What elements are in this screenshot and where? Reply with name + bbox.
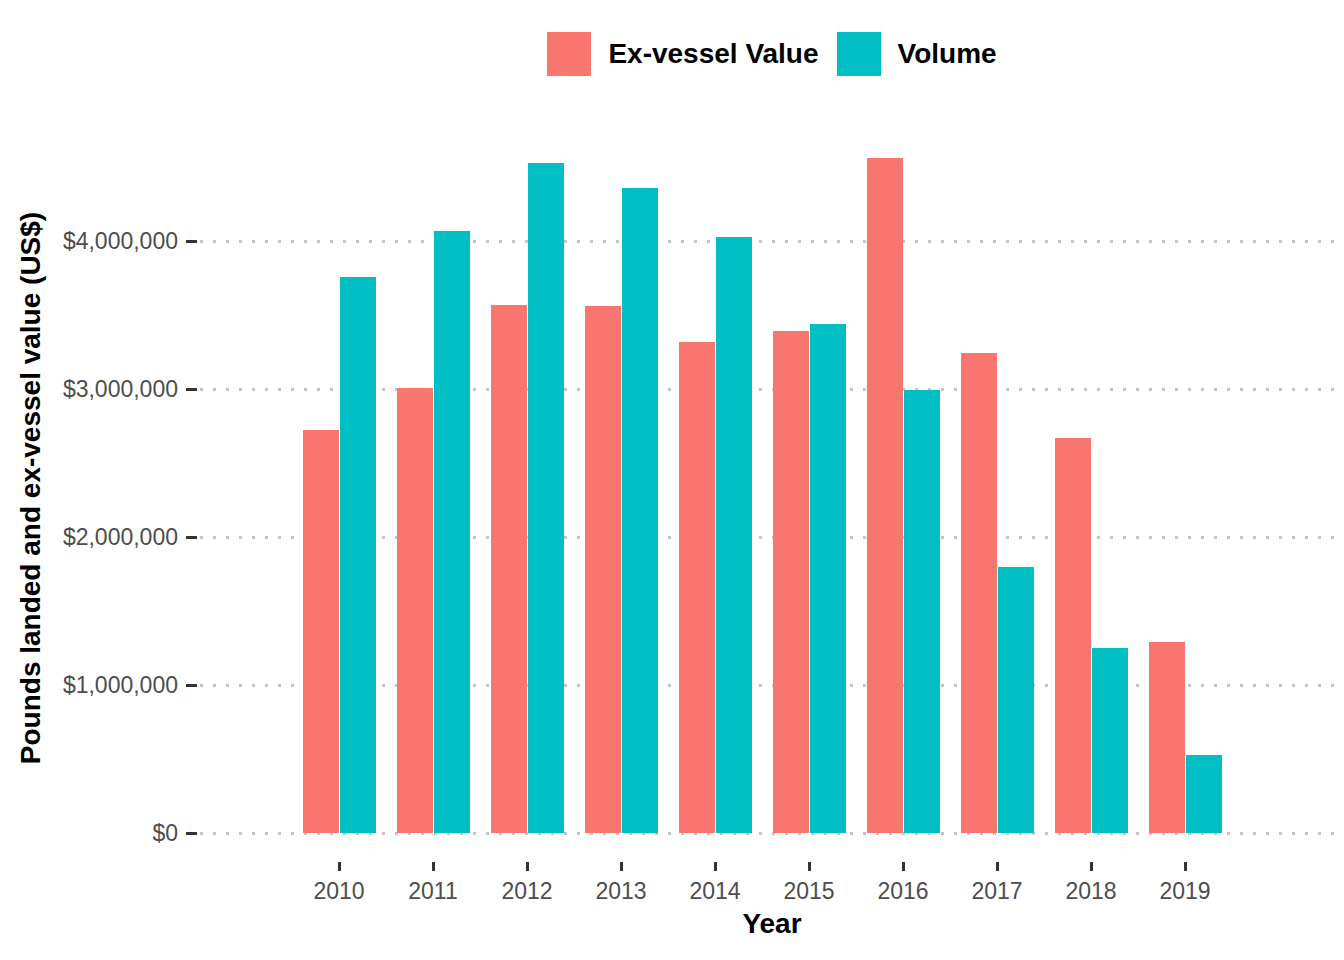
x-axis-tick [1090, 862, 1093, 871]
y-axis-tick [186, 832, 197, 835]
x-axis-tick [338, 862, 341, 871]
bar-volume-2012 [528, 163, 564, 833]
x-axis-tick [902, 862, 905, 871]
y-axis-tick [186, 388, 197, 391]
grouped-bar-chart: Ex-vessel Value Volume Pounds landed and… [0, 0, 1344, 960]
x-axis-tick-label: 2019 [1140, 878, 1230, 904]
bar-ex-vessel-value-2014 [679, 342, 715, 833]
gridline-$4,000,000 [200, 240, 1344, 243]
y-axis-tick [186, 684, 197, 687]
bar-volume-2016 [904, 390, 940, 833]
bar-volume-2017 [998, 567, 1034, 833]
x-axis-tick [526, 862, 529, 871]
x-axis-tick [432, 862, 435, 871]
bar-volume-2018 [1092, 648, 1128, 833]
x-axis-tick-label: 2010 [294, 878, 384, 904]
bar-ex-vessel-value-2015 [773, 331, 809, 833]
legend-label-volume: Volume [898, 38, 997, 70]
bar-volume-2015 [810, 324, 846, 833]
bar-ex-vessel-value-2017 [961, 353, 997, 833]
bar-ex-vessel-value-2016 [867, 158, 903, 833]
x-axis-tick [1184, 862, 1187, 871]
x-axis-tick [714, 862, 717, 871]
bar-volume-2014 [716, 237, 752, 833]
y-axis-tick-label: $4,000,000 [2, 228, 178, 254]
y-axis-tick-label: $2,000,000 [2, 524, 178, 550]
y-axis-tick [186, 536, 197, 539]
x-axis-tick [996, 862, 999, 871]
legend-swatch-ex-vessel-value [547, 32, 591, 76]
bar-ex-vessel-value-2010 [303, 430, 339, 833]
legend-label-ex-vessel-value: Ex-vessel Value [608, 38, 818, 70]
x-axis-tick-label: 2013 [576, 878, 666, 904]
y-axis-title: Pounds landed and ex-vessel value (US$) [11, 88, 51, 888]
bar-volume-2019 [1186, 755, 1222, 833]
bar-volume-2010 [340, 277, 376, 833]
bar-volume-2013 [622, 188, 658, 833]
x-axis-tick-label: 2011 [388, 878, 478, 904]
bar-ex-vessel-value-2013 [585, 306, 621, 833]
y-axis-tick-label: $1,000,000 [2, 672, 178, 698]
x-axis-tick-label: 2012 [482, 878, 572, 904]
x-axis-tick-label: 2017 [952, 878, 1042, 904]
x-axis-tick [808, 862, 811, 871]
y-axis-tick-label: $3,000,000 [2, 376, 178, 402]
x-axis-tick-label: 2016 [858, 878, 948, 904]
legend-swatch-volume [837, 32, 881, 76]
bar-ex-vessel-value-2011 [397, 388, 433, 833]
legend-item-ex-vessel-value: Ex-vessel Value [547, 32, 818, 76]
x-axis-tick-label: 2015 [764, 878, 854, 904]
x-axis-tick-label: 2018 [1046, 878, 1136, 904]
x-axis-tick [620, 862, 623, 871]
legend-item-volume: Volume [837, 32, 997, 76]
bar-ex-vessel-value-2018 [1055, 438, 1091, 833]
legend: Ex-vessel Value Volume [200, 30, 1344, 78]
bar-ex-vessel-value-2012 [491, 305, 527, 833]
x-axis-title: Year [200, 908, 1344, 944]
bar-volume-2011 [434, 231, 470, 833]
x-axis-tick-label: 2014 [670, 878, 760, 904]
bar-ex-vessel-value-2019 [1149, 642, 1185, 833]
y-axis-tick-label: $0 [2, 820, 178, 846]
y-axis-tick [186, 240, 197, 243]
